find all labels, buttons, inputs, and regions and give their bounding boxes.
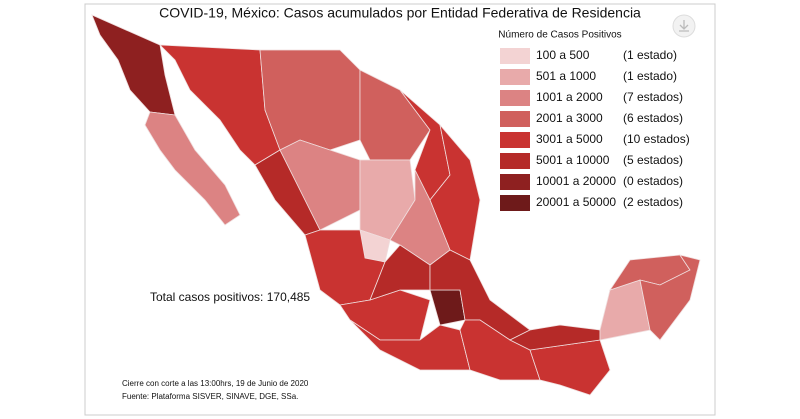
legend-swatch: [500, 153, 530, 169]
legend-range: 5001 a 10000: [536, 153, 610, 167]
legend-count: (0 estados): [623, 174, 683, 188]
legend-swatch: [500, 111, 530, 127]
legend-count: (6 estados): [623, 111, 683, 125]
map: [91, 14, 701, 396]
footer-source: Fuente: Plataforma SISVER, SINAVE, DGE, …: [122, 392, 298, 401]
state: [144, 111, 241, 226]
legend-swatch: [500, 195, 530, 211]
state: [639, 254, 701, 341]
footer-note: Cierre con corte a las 13:00hrs, 19 de J…: [122, 379, 309, 388]
legend-count: (7 estados): [623, 90, 683, 104]
legend-swatch: [500, 69, 530, 85]
legend-range: 2001 a 3000: [536, 111, 603, 125]
legend-count: (1 estado): [623, 48, 677, 62]
legend-range: 100 a 500: [536, 48, 590, 62]
legend-count: (1 estado): [623, 69, 677, 83]
legend-swatch: [500, 48, 530, 64]
legend-count: (2 estados): [623, 195, 683, 209]
legend-title: Número de Casos Positivos: [498, 30, 621, 41]
legend-swatch: [500, 132, 530, 148]
legend-range: 20001 a 50000: [536, 195, 616, 209]
legend-range: 3001 a 5000: [536, 132, 603, 146]
legend-range: 10001 a 20000: [536, 174, 616, 188]
state: [259, 49, 361, 151]
title: COVID-19, México: Casos acumulados por E…: [159, 5, 641, 21]
legend-swatch: [500, 90, 530, 106]
legend-range: 501 a 1000: [536, 69, 596, 83]
legend-swatch: [500, 174, 530, 190]
legend-range: 1001 a 2000: [536, 90, 603, 104]
download-button[interactable]: [672, 14, 696, 38]
legend-count: (5 estados): [623, 153, 683, 167]
total-label: Total casos positivos: 170,485: [150, 290, 310, 304]
legend: 100 a 500 (1 estado) 501 a 1000 (1 estado) 1…: [500, 48, 690, 211]
legend-count: (10 estados): [623, 132, 690, 146]
